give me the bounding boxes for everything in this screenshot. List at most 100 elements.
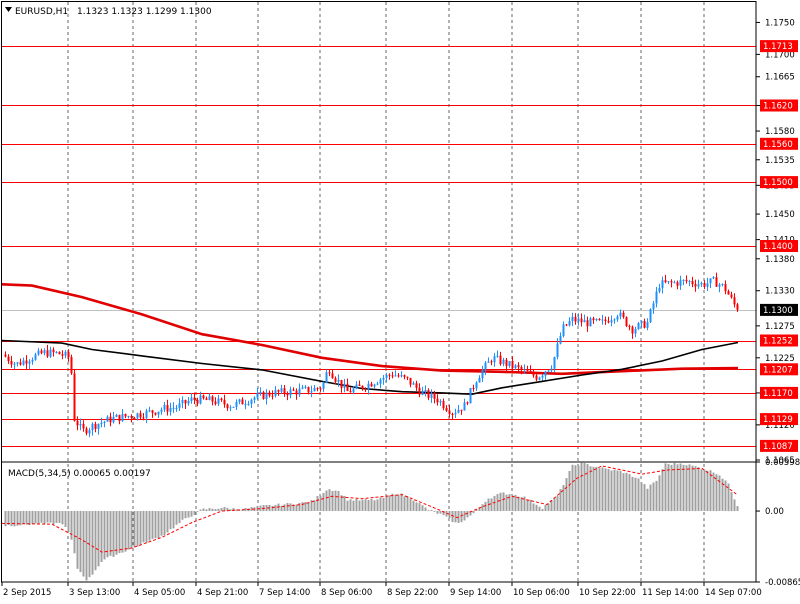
macd-bar[interactable] — [187, 511, 190, 518]
candle-body[interactable] — [298, 388, 301, 395]
macd-bar[interactable] — [427, 510, 430, 512]
candle-body[interactable] — [475, 382, 478, 389]
macd-bar[interactable] — [139, 511, 142, 545]
macd-bar[interactable] — [673, 462, 676, 512]
macd-bar[interactable] — [406, 496, 409, 511]
macd-bar[interactable] — [523, 496, 526, 511]
candle-body[interactable] — [643, 321, 646, 328]
macd-bar[interactable] — [349, 499, 352, 511]
candle-body[interactable] — [121, 413, 124, 422]
candle-body[interactable] — [499, 355, 502, 365]
candle-body[interactable] — [247, 403, 250, 405]
macd-bar[interactable] — [634, 477, 637, 512]
macd-bar[interactable] — [208, 508, 211, 511]
candle-body[interactable] — [598, 318, 601, 320]
level-price-tag[interactable] — [760, 99, 798, 112]
candle-body[interactable] — [169, 407, 172, 412]
macd-bar[interactable] — [289, 503, 292, 511]
candle-body[interactable] — [10, 361, 13, 365]
macd-bar[interactable] — [157, 511, 160, 539]
candle-body[interactable] — [436, 398, 439, 403]
current-price-tag[interactable] — [760, 303, 798, 316]
candle-body[interactable] — [55, 351, 58, 353]
macd-bar[interactable] — [661, 469, 664, 512]
macd-bar[interactable] — [598, 468, 601, 511]
macd-indicator[interactable] — [1, 461, 756, 581]
macd-bar[interactable] — [601, 467, 604, 512]
macd-bar[interactable] — [28, 511, 31, 526]
candle-body[interactable] — [367, 383, 370, 390]
macd-bar[interactable] — [532, 503, 535, 512]
candle-body[interactable] — [520, 367, 523, 370]
macd-bar[interactable] — [130, 511, 133, 548]
candle-body[interactable] — [721, 284, 724, 285]
macd-bar[interactable] — [313, 500, 316, 511]
candle-body[interactable] — [46, 350, 49, 357]
macd-bar[interactable] — [631, 476, 634, 511]
macd-bar[interactable] — [181, 511, 184, 520]
candle-body[interactable] — [634, 329, 637, 334]
macd-bar[interactable] — [133, 511, 136, 547]
macd-bar[interactable] — [421, 505, 424, 511]
macd-bar[interactable] — [235, 509, 238, 512]
candle-body[interactable] — [400, 375, 403, 377]
candle-body[interactable] — [271, 395, 274, 397]
macd-bar[interactable] — [298, 502, 301, 511]
macd-bar[interactable] — [604, 468, 607, 512]
candle-body[interactable] — [625, 317, 628, 326]
macd-bar[interactable] — [49, 511, 52, 523]
candle-body[interactable] — [355, 384, 358, 389]
candle-body[interactable] — [34, 354, 37, 360]
level-price-tag[interactable] — [760, 386, 798, 399]
candle-body[interactable] — [238, 399, 241, 402]
candle-body[interactable] — [517, 365, 520, 368]
candle-body[interactable] — [730, 294, 733, 298]
macd-bar[interactable] — [538, 506, 541, 512]
macd-bar[interactable] — [184, 511, 187, 519]
candle-body[interactable] — [505, 359, 508, 366]
candle-body[interactable] — [211, 396, 214, 402]
candle-body[interactable] — [343, 383, 346, 388]
candle-body[interactable] — [592, 318, 595, 321]
candle-body[interactable] — [409, 377, 412, 385]
macd-bar[interactable] — [175, 511, 178, 525]
macd-bar[interactable] — [691, 465, 694, 511]
candle-body[interactable] — [709, 278, 712, 284]
macd-bar[interactable] — [121, 511, 124, 553]
macd-bar[interactable] — [127, 511, 130, 550]
level-price-tag[interactable] — [760, 40, 798, 53]
macd-bar[interactable] — [172, 511, 175, 529]
candle-body[interactable] — [580, 318, 583, 323]
macd-bar[interactable] — [13, 511, 16, 527]
macd-bar[interactable] — [4, 511, 7, 527]
macd-bar[interactable] — [307, 502, 310, 511]
macd-bar[interactable] — [319, 495, 322, 511]
macd-bar[interactable] — [445, 511, 448, 517]
candle-body[interactable] — [364, 388, 367, 390]
macd-bar[interactable] — [475, 509, 478, 511]
macd-bar[interactable] — [565, 478, 568, 511]
candle-body[interactable] — [136, 413, 139, 419]
candle-body[interactable] — [340, 380, 343, 388]
macd-bar[interactable] — [496, 494, 499, 511]
candle-body[interactable] — [430, 393, 433, 398]
candle-body[interactable] — [472, 388, 475, 389]
candle-body[interactable] — [646, 322, 649, 328]
macd-bar[interactable] — [244, 508, 247, 511]
macd-bar[interactable] — [607, 469, 610, 512]
candle-body[interactable] — [454, 412, 457, 415]
macd-bar[interactable] — [595, 466, 598, 512]
macd-bar[interactable] — [649, 484, 652, 512]
candle-body[interactable] — [574, 316, 577, 322]
macd-bar[interactable] — [610, 470, 613, 512]
macd-bar[interactable] — [316, 496, 319, 511]
macd-bar[interactable] — [520, 497, 523, 512]
macd-bar[interactable] — [166, 511, 169, 533]
macd-bar[interactable] — [505, 494, 508, 511]
macd-bar[interactable] — [73, 511, 76, 554]
candle-body[interactable] — [610, 320, 613, 323]
candle-body[interactable] — [325, 372, 328, 383]
candle-body[interactable] — [547, 370, 550, 372]
macd-bar[interactable] — [478, 507, 481, 511]
